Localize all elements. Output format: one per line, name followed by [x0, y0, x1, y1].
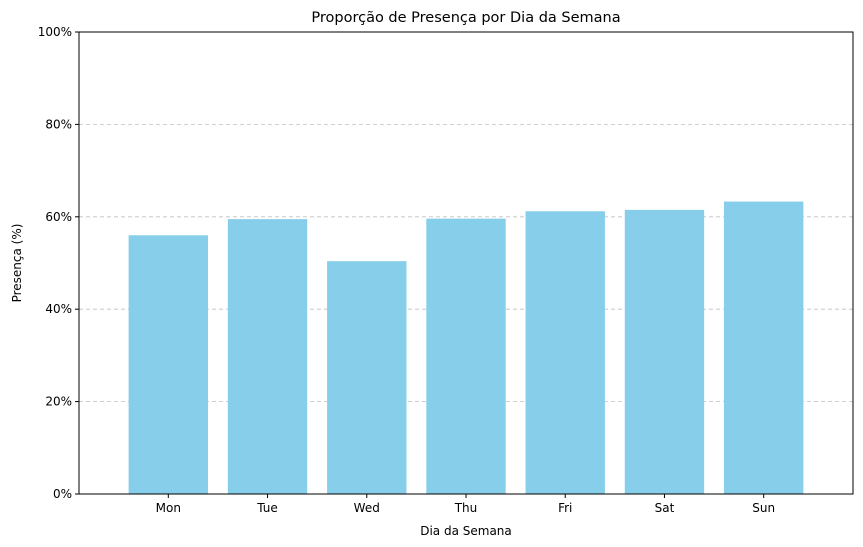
x-axis-label: Dia da Semana: [420, 524, 512, 538]
y-ticks: 0% 20% 40% 60% 80% 100%: [38, 25, 79, 501]
bar-thu: [426, 218, 506, 494]
bar-mon: [128, 235, 208, 494]
chart-title: Proporção de Presença por Dia da Semana: [311, 10, 620, 26]
y-tick-label: 60%: [45, 210, 72, 224]
x-ticks: Mon Tue Wed Thu Fri Sat Sun: [156, 494, 775, 515]
x-tick-label: Wed: [354, 501, 380, 515]
bar-fri: [525, 211, 605, 495]
bar-tue: [227, 219, 308, 495]
y-tick-label: 40%: [45, 302, 72, 316]
x-tick-label: Sat: [655, 501, 675, 515]
x-tick-label: Sun: [752, 501, 775, 515]
x-tick-label: Thu: [454, 501, 478, 515]
x-tick-label: Tue: [256, 501, 278, 515]
y-tick-label: 20%: [45, 395, 72, 409]
y-tick-label: 80%: [45, 117, 72, 131]
x-tick-label: Fri: [558, 501, 572, 515]
y-tick-label: 100%: [38, 25, 72, 39]
bar-sat: [624, 209, 705, 494]
bars: [128, 201, 804, 495]
x-tick-label: Mon: [156, 501, 181, 515]
y-tick-label: 0%: [53, 487, 72, 501]
bar-sun: [724, 201, 804, 494]
y-axis-label: Presença (%): [10, 224, 24, 303]
bar-wed: [327, 261, 407, 494]
